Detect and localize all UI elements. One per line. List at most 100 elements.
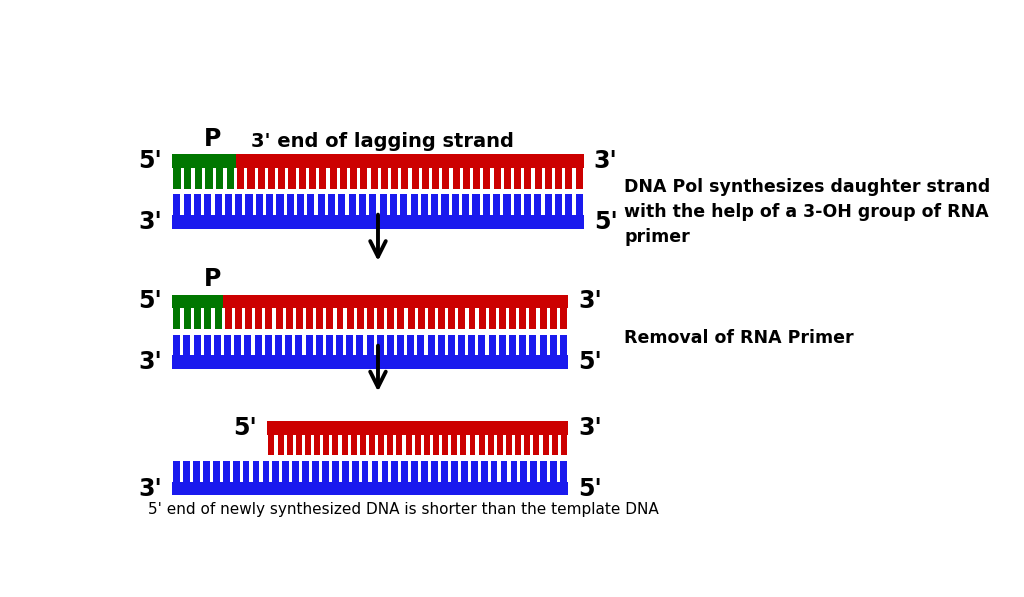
Text: 3' end of lagging strand: 3' end of lagging strand xyxy=(251,132,514,150)
Bar xyxy=(283,461,289,482)
Bar xyxy=(480,461,487,482)
Bar xyxy=(396,435,402,456)
Bar xyxy=(350,435,356,456)
Bar xyxy=(555,195,562,215)
Bar xyxy=(442,435,449,456)
Bar xyxy=(514,168,521,189)
Bar xyxy=(278,435,284,456)
Bar xyxy=(307,195,314,215)
Bar xyxy=(348,195,355,215)
Bar xyxy=(490,461,498,482)
Bar xyxy=(540,334,547,355)
Text: 3': 3' xyxy=(138,476,162,500)
Bar xyxy=(297,195,304,215)
Bar xyxy=(367,334,374,355)
Bar xyxy=(296,435,302,456)
Bar xyxy=(412,168,419,189)
Bar xyxy=(224,334,231,355)
Bar xyxy=(213,461,220,482)
Bar xyxy=(232,461,240,482)
Bar xyxy=(337,309,343,329)
Bar xyxy=(535,195,542,215)
Bar xyxy=(238,168,245,189)
Text: 5': 5' xyxy=(138,149,162,173)
Bar xyxy=(428,309,435,329)
Bar xyxy=(442,168,450,189)
Bar xyxy=(470,435,475,456)
Bar xyxy=(483,168,490,189)
Bar xyxy=(421,461,428,482)
Bar xyxy=(372,461,379,482)
Bar xyxy=(289,168,296,189)
Bar xyxy=(478,309,485,329)
Bar xyxy=(338,195,345,215)
Bar xyxy=(428,334,434,355)
Bar xyxy=(369,435,375,456)
Bar xyxy=(272,461,280,482)
Bar xyxy=(524,435,530,456)
Bar xyxy=(441,461,447,482)
Bar xyxy=(463,168,470,189)
Bar xyxy=(560,334,567,355)
Bar xyxy=(172,355,568,369)
Bar xyxy=(543,435,549,456)
Bar xyxy=(471,461,477,482)
Bar xyxy=(306,309,313,329)
Bar xyxy=(441,195,449,215)
Text: P: P xyxy=(204,267,221,291)
Bar xyxy=(438,309,445,329)
Bar xyxy=(173,461,180,482)
Bar xyxy=(195,168,202,189)
Bar xyxy=(265,334,271,355)
Bar xyxy=(550,334,557,355)
Bar xyxy=(172,294,223,309)
Bar xyxy=(506,435,512,456)
Bar xyxy=(246,195,253,215)
Bar xyxy=(431,195,438,215)
Bar xyxy=(575,195,583,215)
Bar xyxy=(575,168,583,189)
Bar xyxy=(499,334,506,355)
Text: 5' end of newly synthesized DNA is shorter than the template DNA: 5' end of newly synthesized DNA is short… xyxy=(147,501,658,516)
Bar xyxy=(243,461,250,482)
Bar xyxy=(390,195,397,215)
Bar xyxy=(350,168,357,189)
Bar xyxy=(561,435,567,456)
Bar xyxy=(447,334,455,355)
Bar xyxy=(452,195,459,215)
Bar xyxy=(275,309,283,329)
Bar xyxy=(205,168,213,189)
Bar xyxy=(424,435,430,456)
Text: 5': 5' xyxy=(594,210,617,234)
Bar xyxy=(504,195,511,215)
Bar xyxy=(359,435,366,456)
Bar xyxy=(497,435,503,456)
Bar xyxy=(520,461,527,482)
Bar xyxy=(469,309,475,329)
Text: 5': 5' xyxy=(233,416,257,440)
Bar xyxy=(415,435,421,456)
Bar xyxy=(256,195,263,215)
Text: 3': 3' xyxy=(594,149,617,173)
Bar xyxy=(234,334,242,355)
Bar xyxy=(524,168,531,189)
Bar xyxy=(292,461,299,482)
Bar xyxy=(317,195,325,215)
Bar xyxy=(487,435,494,456)
Bar xyxy=(299,168,306,189)
Bar xyxy=(276,195,284,215)
Text: 5': 5' xyxy=(138,290,162,313)
Bar xyxy=(515,435,521,456)
Bar xyxy=(352,461,358,482)
Bar xyxy=(255,334,261,355)
Text: 3': 3' xyxy=(138,350,162,374)
Bar xyxy=(459,309,465,329)
Text: P: P xyxy=(204,127,221,150)
Bar xyxy=(418,309,425,329)
Bar xyxy=(214,309,221,329)
Bar xyxy=(286,309,293,329)
Bar xyxy=(535,168,542,189)
Bar xyxy=(342,435,347,456)
Bar xyxy=(371,168,378,189)
Bar xyxy=(478,334,485,355)
